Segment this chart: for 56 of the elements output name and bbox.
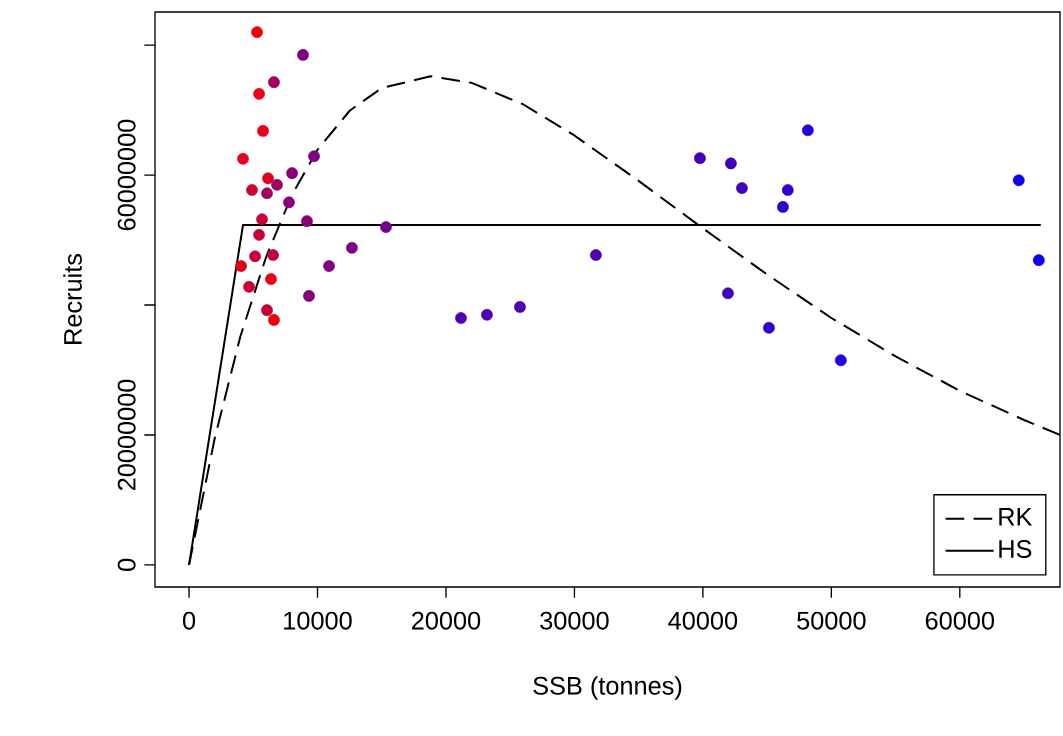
point xyxy=(268,76,280,89)
x-tick-label: 50000 xyxy=(797,611,866,630)
point xyxy=(249,250,261,263)
point xyxy=(267,249,279,261)
point xyxy=(725,157,737,170)
point xyxy=(455,312,467,324)
point xyxy=(237,152,249,165)
point xyxy=(253,87,265,100)
point xyxy=(286,167,298,179)
x-tick-label: 0 xyxy=(182,611,196,630)
point xyxy=(834,354,847,367)
point xyxy=(736,182,748,194)
x-tick-label: 20000 xyxy=(412,611,481,630)
point xyxy=(253,228,265,241)
point xyxy=(261,187,273,200)
point xyxy=(1012,174,1025,187)
point xyxy=(297,49,309,61)
x-tick-label: 10000 xyxy=(284,611,352,630)
point xyxy=(801,124,814,137)
point xyxy=(235,260,247,272)
x-tick-label: 40000 xyxy=(668,611,738,630)
point xyxy=(323,260,335,272)
point xyxy=(283,196,295,209)
point xyxy=(257,125,269,137)
point xyxy=(308,150,320,163)
point xyxy=(777,201,789,213)
point xyxy=(763,321,775,334)
point xyxy=(251,26,263,38)
y-tick-label: 20000000 xyxy=(117,379,136,491)
point xyxy=(694,152,706,165)
point xyxy=(301,215,313,228)
y-tick-label: 60000000 xyxy=(117,119,136,231)
x-tick-label: 30000 xyxy=(540,611,609,630)
point xyxy=(481,308,493,321)
point xyxy=(256,213,268,226)
point xyxy=(265,273,277,285)
y-axis-title: Recruits xyxy=(63,253,82,344)
point xyxy=(781,184,794,196)
point xyxy=(268,314,280,326)
point xyxy=(514,301,526,313)
point xyxy=(246,184,258,196)
point xyxy=(271,178,283,191)
y-tick-label: 0 xyxy=(117,558,136,571)
point xyxy=(590,249,602,261)
legend-label: RK xyxy=(999,508,1033,526)
point xyxy=(1032,254,1045,267)
point xyxy=(261,304,273,317)
point xyxy=(303,290,315,302)
point xyxy=(346,241,358,254)
x-axis-title: SSB (tonnes) xyxy=(533,676,682,700)
point xyxy=(380,221,392,233)
point xyxy=(722,287,734,300)
legend-label: HS xyxy=(999,540,1032,558)
point xyxy=(243,280,255,293)
point xyxy=(262,172,274,185)
x-tick-label: 60000 xyxy=(925,611,995,630)
